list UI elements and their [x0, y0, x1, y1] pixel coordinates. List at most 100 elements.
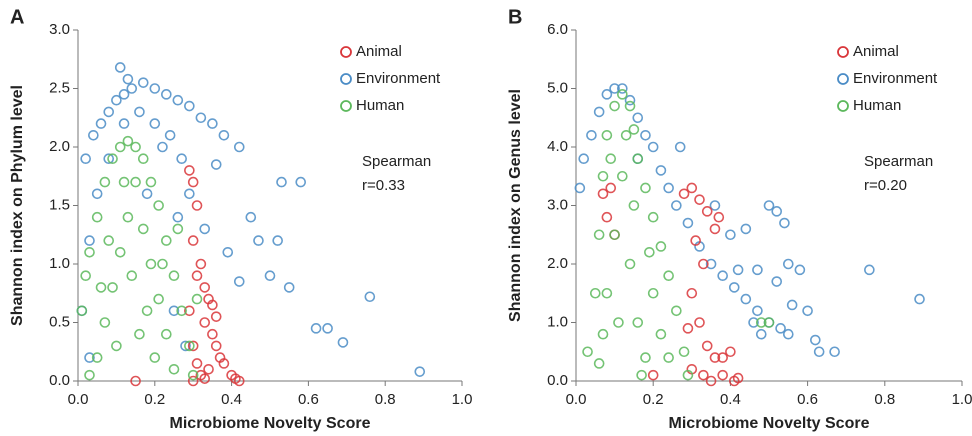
point: [609, 83, 620, 94]
point: [184, 188, 195, 200]
point: [187, 235, 199, 246]
point: [99, 317, 111, 328]
point: [364, 291, 376, 303]
point: [122, 73, 134, 85]
point: [210, 340, 222, 352]
point: [786, 299, 798, 311]
point: [161, 328, 172, 340]
point: [632, 153, 644, 164]
point: [601, 130, 613, 141]
point: [640, 182, 651, 194]
point: [914, 293, 925, 305]
point: [698, 369, 709, 381]
point: [295, 176, 307, 188]
point: [134, 328, 145, 340]
y-tick-label: 2.0: [547, 255, 568, 272]
point: [191, 270, 203, 282]
point: [578, 153, 590, 164]
point: [91, 211, 103, 223]
point: [149, 83, 161, 94]
legend-marker: [837, 73, 849, 85]
point: [663, 352, 674, 363]
point: [601, 287, 613, 299]
point: [647, 211, 659, 223]
point: [686, 287, 698, 299]
point: [149, 118, 161, 129]
point: [141, 188, 153, 200]
y-axis-label: Shannon index on Phylum level: [9, 85, 26, 326]
annotation: Spearman: [864, 153, 933, 170]
point: [620, 130, 632, 141]
point: [640, 130, 651, 141]
point: [655, 241, 667, 252]
point: [671, 200, 682, 211]
point: [613, 317, 624, 328]
point: [725, 229, 736, 241]
point: [80, 270, 91, 282]
panel-label: B: [508, 6, 522, 28]
y-tick-label: 2.5: [49, 79, 70, 96]
legend-marker: [340, 73, 352, 85]
point: [674, 141, 686, 153]
point: [709, 200, 721, 211]
y-tick-label: 1.0: [547, 313, 568, 330]
y-tick-label: 0.5: [49, 313, 70, 330]
point: [682, 323, 694, 334]
point: [203, 363, 214, 375]
x-axis-label: Microbiome Novelty Score: [170, 415, 371, 432]
point: [640, 352, 651, 363]
point: [245, 211, 257, 223]
legend-marker: [837, 100, 849, 112]
point: [84, 247, 95, 258]
point: [601, 89, 613, 100]
y-axis-label: Shannon index on Genus level: [507, 89, 524, 322]
point: [678, 346, 690, 358]
panel-label: A: [10, 6, 24, 28]
point: [207, 299, 218, 311]
point: [184, 340, 195, 352]
point: [617, 170, 628, 182]
point: [779, 217, 790, 229]
point: [322, 323, 333, 334]
point: [126, 270, 138, 282]
point: [597, 170, 609, 182]
point: [694, 194, 705, 205]
point: [207, 328, 218, 340]
point: [134, 106, 145, 118]
point: [705, 258, 717, 270]
point: [130, 375, 141, 387]
point: [153, 293, 164, 305]
point: [230, 373, 241, 384]
point: [99, 176, 111, 188]
y-tick-label: 4.0: [547, 138, 568, 155]
legend-label: Animal: [356, 43, 402, 60]
legend-label: Environment: [356, 70, 441, 87]
point: [84, 352, 95, 363]
point: [84, 369, 95, 381]
point: [763, 200, 775, 211]
point: [137, 153, 149, 164]
point: [663, 182, 674, 194]
point: [701, 340, 713, 352]
point: [682, 217, 694, 229]
point: [740, 293, 752, 305]
point: [624, 100, 636, 112]
point: [176, 305, 187, 317]
point: [91, 352, 103, 363]
point: [141, 305, 153, 317]
x-axis-label: Microbiome Novelty Score: [669, 415, 870, 432]
y-tick-label: 3.0: [547, 196, 568, 213]
point: [191, 293, 203, 305]
point: [740, 223, 752, 235]
point: [153, 200, 164, 211]
point: [644, 247, 655, 258]
point: [574, 182, 586, 194]
point: [184, 100, 195, 112]
point: [678, 188, 690, 200]
point: [609, 229, 620, 241]
x-tick-label: 0.4: [720, 391, 741, 408]
point: [111, 94, 122, 106]
point: [802, 305, 813, 317]
point: [137, 77, 149, 88]
